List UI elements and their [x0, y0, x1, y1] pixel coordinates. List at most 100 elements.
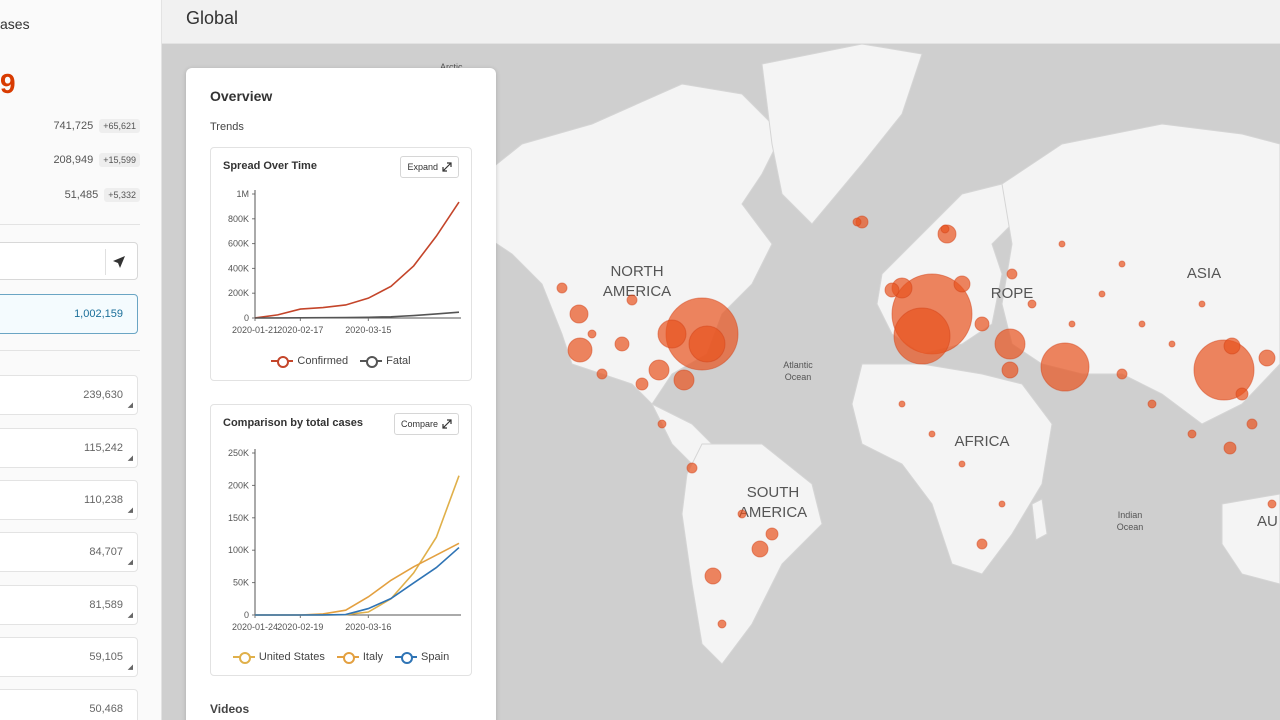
case-bubble: [751, 540, 769, 558]
country-item[interactable]: 110,238 ◢: [0, 480, 138, 520]
case-bubble: [1058, 240, 1066, 248]
stat-delta: +5,332: [104, 188, 140, 202]
y-tick-label: 0: [244, 610, 249, 620]
case-bubble: [556, 282, 568, 294]
legend-confirmed[interactable]: Confirmed: [271, 355, 348, 368]
header-bar: Global: [162, 0, 1280, 44]
spread-legend: Confirmed Fatal: [211, 355, 471, 368]
x-tick-label: 2020-03-15: [345, 325, 391, 335]
legend-fatal[interactable]: Fatal: [360, 355, 411, 368]
y-tick-label: 200K: [228, 480, 249, 490]
y-tick-label: 150K: [228, 513, 249, 523]
series-line-spain: [254, 546, 460, 616]
series-line-fatal: [254, 311, 460, 319]
legend-marker: [336, 652, 359, 664]
y-tick-label: 0: [244, 313, 249, 323]
country-item[interactable]: 115,242 ◢: [0, 428, 138, 468]
legend-label: Spain: [421, 651, 450, 663]
series-line-italy: [254, 542, 460, 616]
case-bubble: [657, 319, 687, 349]
country-count: 115,242: [84, 442, 123, 454]
stat-value: 208,949: [53, 154, 94, 166]
case-bubble: [587, 329, 597, 339]
case-bubble: [1223, 337, 1241, 355]
label-indian-1: Indian: [1118, 510, 1143, 520]
stat-value: 51,485: [64, 189, 99, 201]
case-bubble: [953, 275, 971, 293]
case-bubble: [1246, 418, 1258, 430]
case-bubble: [635, 377, 649, 391]
y-tick-label: 200K: [228, 288, 249, 298]
legend-united-states[interactable]: United States: [232, 651, 325, 664]
stat-row-active: 741,725 +65,621: [0, 115, 140, 137]
legend-marker: [271, 356, 294, 368]
case-bubble: [928, 430, 936, 438]
label-europe: ROPE: [991, 285, 1034, 302]
case-bubble: [1193, 339, 1255, 401]
greenland-land: [761, 44, 923, 225]
x-tick-label: 2020-01-24: [232, 622, 278, 632]
expand-button-label: Expand: [407, 162, 438, 172]
case-bubble: [958, 460, 966, 468]
expand-icon: ◢: [127, 507, 133, 514]
case-bubble: [1168, 340, 1176, 348]
case-bubble: [567, 337, 593, 363]
compare-legend: United States Italy Spain: [211, 651, 471, 664]
country-count: 239,630: [83, 389, 123, 401]
case-bubble: [1116, 368, 1128, 380]
divider: [0, 224, 140, 225]
legend-spain[interactable]: Spain: [395, 651, 450, 664]
case-bubble: [1068, 320, 1076, 328]
country-count: 81,589: [89, 599, 123, 611]
global-total-item[interactable]: 1,002,159: [0, 294, 138, 334]
case-bubble: [1267, 499, 1277, 509]
legend-marker: [360, 356, 383, 368]
case-bubble: [657, 419, 667, 429]
case-bubble: [688, 325, 726, 363]
x-tick-label: 2020-01-21: [232, 325, 278, 335]
case-bubbles-layer: [556, 215, 1277, 629]
label-indian-2: Ocean: [1117, 522, 1144, 532]
label-north-america-2: AMERICA: [603, 283, 671, 300]
case-bubble: [1001, 361, 1019, 379]
expand-arrows-icon: [442, 162, 452, 172]
label-atlantic-1: Atlantic: [783, 360, 813, 370]
country-item[interactable]: 81,589 ◢: [0, 585, 138, 625]
country-item[interactable]: 84,707 ◢: [0, 532, 138, 572]
legend-italy[interactable]: Italy: [336, 651, 384, 664]
case-bubble: [596, 368, 608, 380]
case-bubble: [1098, 290, 1106, 298]
case-bubble: [1187, 429, 1197, 439]
expand-icon: ◢: [127, 612, 133, 619]
africa-land: [851, 363, 1053, 575]
legend-marker: [395, 652, 418, 664]
panel-title: ases: [0, 16, 30, 32]
search-input[interactable]: [0, 242, 138, 280]
videos-label: Videos: [210, 702, 250, 716]
australia-land: [1221, 493, 1280, 585]
country-count: 50,468: [89, 703, 123, 715]
case-bubble: [765, 527, 779, 541]
label-atlantic-2: Ocean: [785, 372, 812, 382]
y-tick-label: 250K: [228, 448, 249, 458]
case-bubble: [1223, 441, 1237, 455]
compare-button[interactable]: Compare: [393, 413, 459, 435]
madagascar-land: [1031, 498, 1048, 541]
country-item[interactable]: 50,468: [0, 689, 138, 720]
country-item[interactable]: 239,630 ◢: [0, 375, 138, 415]
compare-button-label: Compare: [400, 419, 438, 429]
series-line-united-states: [254, 475, 460, 616]
country-item[interactable]: 59,105 ◢: [0, 637, 138, 677]
case-bubble: [569, 304, 589, 324]
case-bubble: [686, 462, 698, 474]
trends-label: Trends: [210, 121, 244, 133]
expand-button[interactable]: Expand: [400, 156, 459, 178]
locate-button[interactable]: [105, 249, 131, 275]
legend-label: Italy: [362, 651, 384, 663]
case-bubble: [1198, 300, 1206, 308]
stat-delta: +15,599: [99, 153, 140, 167]
map-canvas[interactable]: NORTH AMERICA SOUTH AMERICA ROPE AFRICA …: [162, 44, 1280, 720]
label-north-america-1: NORTH: [610, 263, 663, 280]
y-tick-label: 100K: [228, 545, 249, 555]
overview-title: Overview: [210, 88, 273, 104]
